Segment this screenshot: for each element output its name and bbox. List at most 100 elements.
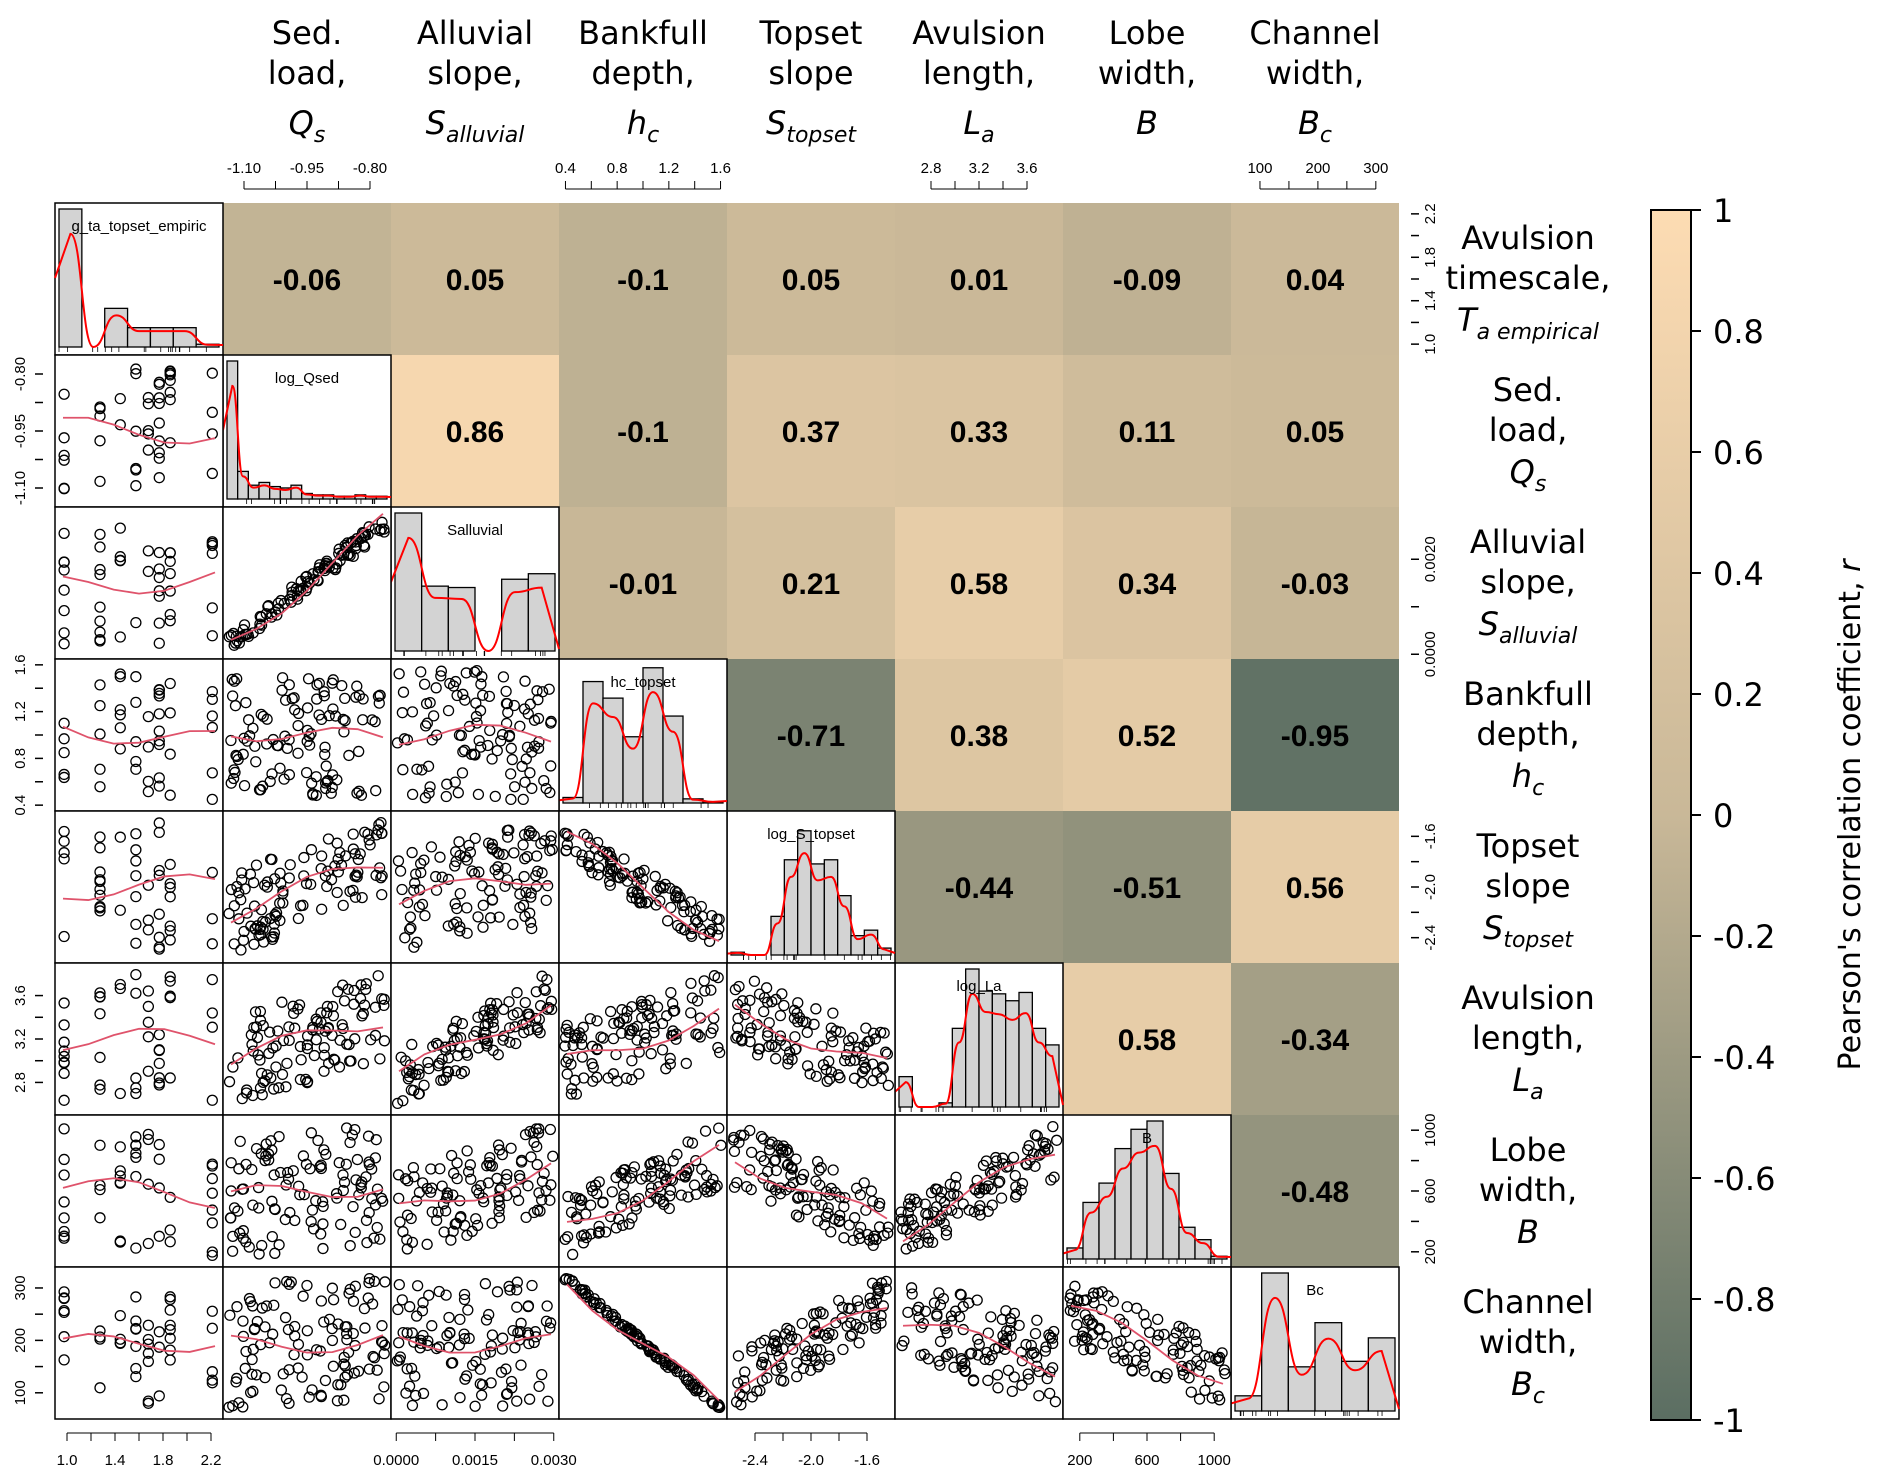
scatter-point: [335, 859, 348, 871]
scatter-point: [408, 1171, 420, 1183]
scatter-point: [130, 616, 142, 629]
scatter-point: [761, 1372, 773, 1384]
scatter-point: [300, 766, 313, 779]
scatter-point: [985, 1183, 998, 1195]
scatter-point: [114, 1309, 126, 1322]
scatter-point: [867, 1312, 880, 1324]
histogram-bar: [1045, 1044, 1060, 1108]
scatter-point: [413, 1068, 425, 1080]
scatter-point: [1007, 1151, 1020, 1164]
symbol: B: [1136, 104, 1158, 142]
scatter-point: [244, 868, 257, 880]
scatter-point: [444, 1326, 456, 1339]
scatter-points: [224, 1122, 389, 1260]
smooth-line: [398, 723, 552, 746]
scatter-point: [778, 999, 790, 1012]
scatter-point: [330, 1188, 343, 1200]
scatter-point: [616, 1004, 628, 1016]
scatter-point: [259, 879, 271, 891]
scatter-point: [58, 1094, 70, 1106]
scatter-point: [930, 1201, 943, 1213]
scatter-point: [250, 1021, 263, 1033]
left-axis: -1.10-0.95-0.80: [12, 357, 43, 505]
scatter-point: [543, 1002, 555, 1014]
scatter-point: [547, 1150, 559, 1162]
subscript: c: [647, 123, 659, 148]
scatter-point: [281, 742, 294, 754]
density-curve: [222, 384, 392, 498]
scatter-point: [206, 1249, 218, 1262]
scatter-point: [785, 1169, 797, 1181]
correlation-value: -0.1: [617, 416, 669, 449]
scatter-point: [327, 1294, 340, 1306]
smooth-line: [1070, 1304, 1224, 1385]
scatter-point: [669, 885, 681, 897]
scatter-point: [459, 1373, 471, 1385]
scatter-point: [1071, 1319, 1083, 1331]
axis-tick-label: 2.8: [12, 1072, 29, 1093]
scatter-point: [206, 793, 218, 806]
scatter-point: [238, 925, 250, 938]
axis-tick-label: 1.0: [1422, 334, 1439, 355]
scatter-point: [228, 900, 241, 912]
scatter-point: [114, 551, 126, 563]
scatter-point: [223, 1401, 235, 1413]
histogram-bar: [104, 307, 129, 348]
scatter-point: [477, 921, 489, 933]
scatter-point: [501, 1168, 513, 1181]
scatter-point: [318, 686, 330, 698]
scatter-point: [505, 768, 517, 780]
scatter-point: [492, 861, 504, 873]
scatter-point: [441, 1329, 453, 1342]
scatter-point: [607, 1308, 619, 1321]
scatter-point: [822, 1202, 834, 1214]
scatter-point: [402, 1073, 415, 1085]
scatter-point: [698, 1390, 710, 1402]
scatter-point: [765, 1195, 777, 1207]
scatter-point: [256, 1239, 268, 1252]
scatter-point: [327, 703, 339, 715]
scatter-point: [422, 760, 435, 772]
scatter-point: [142, 1347, 155, 1359]
scatter-point: [353, 785, 365, 797]
scatter-point: [271, 609, 283, 621]
scatter-point: [224, 1309, 236, 1321]
scatter-point: [565, 1058, 577, 1070]
scatter-point: [337, 1022, 349, 1035]
scatter-point: [164, 1236, 176, 1248]
scatter-point: [341, 549, 354, 561]
scatter-point: [397, 764, 409, 776]
scatter-points: [391, 664, 557, 806]
scatter-point: [664, 1190, 676, 1202]
scatter-point: [442, 1065, 454, 1077]
row-label-line: Topset: [1476, 827, 1580, 865]
scatter-point: [1218, 1364, 1230, 1376]
scatter-point: [320, 782, 332, 795]
scatter-point: [849, 1212, 861, 1224]
scatter-point: [225, 777, 237, 789]
scatter-point: [94, 763, 106, 775]
scatter-point: [269, 873, 281, 885]
scatter-point: [343, 1038, 355, 1051]
scatter-point: [675, 922, 687, 935]
correlation-value: -0.48: [1281, 1176, 1349, 1209]
scatter-point: [358, 999, 371, 1011]
scatter-point: [483, 690, 496, 703]
scatter-point: [633, 892, 646, 904]
scatter-point: [153, 397, 165, 410]
scatter-point: [373, 1393, 385, 1405]
scatter-point: [656, 1044, 669, 1056]
scatter-point: [206, 1246, 218, 1258]
scatter-point: [301, 724, 314, 737]
scatter-point: [229, 766, 241, 779]
scatter-point: [338, 995, 351, 1007]
scatter-point: [423, 787, 435, 799]
scatter-point: [867, 1239, 879, 1252]
scatter-point: [450, 675, 462, 688]
scatter-point: [337, 1169, 349, 1181]
scatter-point: [786, 1163, 798, 1175]
scatter-point: [670, 891, 682, 904]
scatter-point: [628, 1161, 641, 1173]
scatter-point: [254, 1005, 267, 1018]
smooth-line: [734, 1307, 888, 1393]
